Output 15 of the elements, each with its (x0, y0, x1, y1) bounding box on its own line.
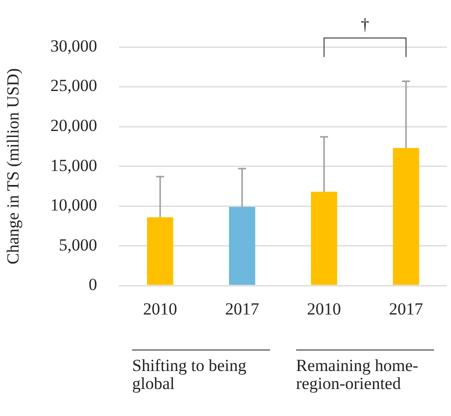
y-tick-label: 15,000 (50, 156, 98, 175)
y-tick-label: 10,000 (50, 196, 98, 215)
x-tick-label: 2010 (143, 299, 178, 318)
text: † (360, 14, 370, 34)
x-tick-label: 2017 (389, 299, 424, 318)
text: Remaining home-region-oriented (296, 356, 419, 393)
text: Shifting to being global (132, 356, 247, 393)
x-tick-label: 2010 (307, 299, 342, 318)
y-axis-title: Change in TS (million USD) (4, 68, 23, 264)
y-tick-label: 5,000 (58, 235, 98, 254)
y-tick-label: 0 (88, 275, 98, 294)
y-tick-label: 30,000 (50, 36, 98, 56)
x-tick-label: 2017 (225, 299, 260, 318)
y-tick-label: 25,000 (50, 76, 98, 96)
y-tick-label: 20,000 (50, 116, 98, 135)
